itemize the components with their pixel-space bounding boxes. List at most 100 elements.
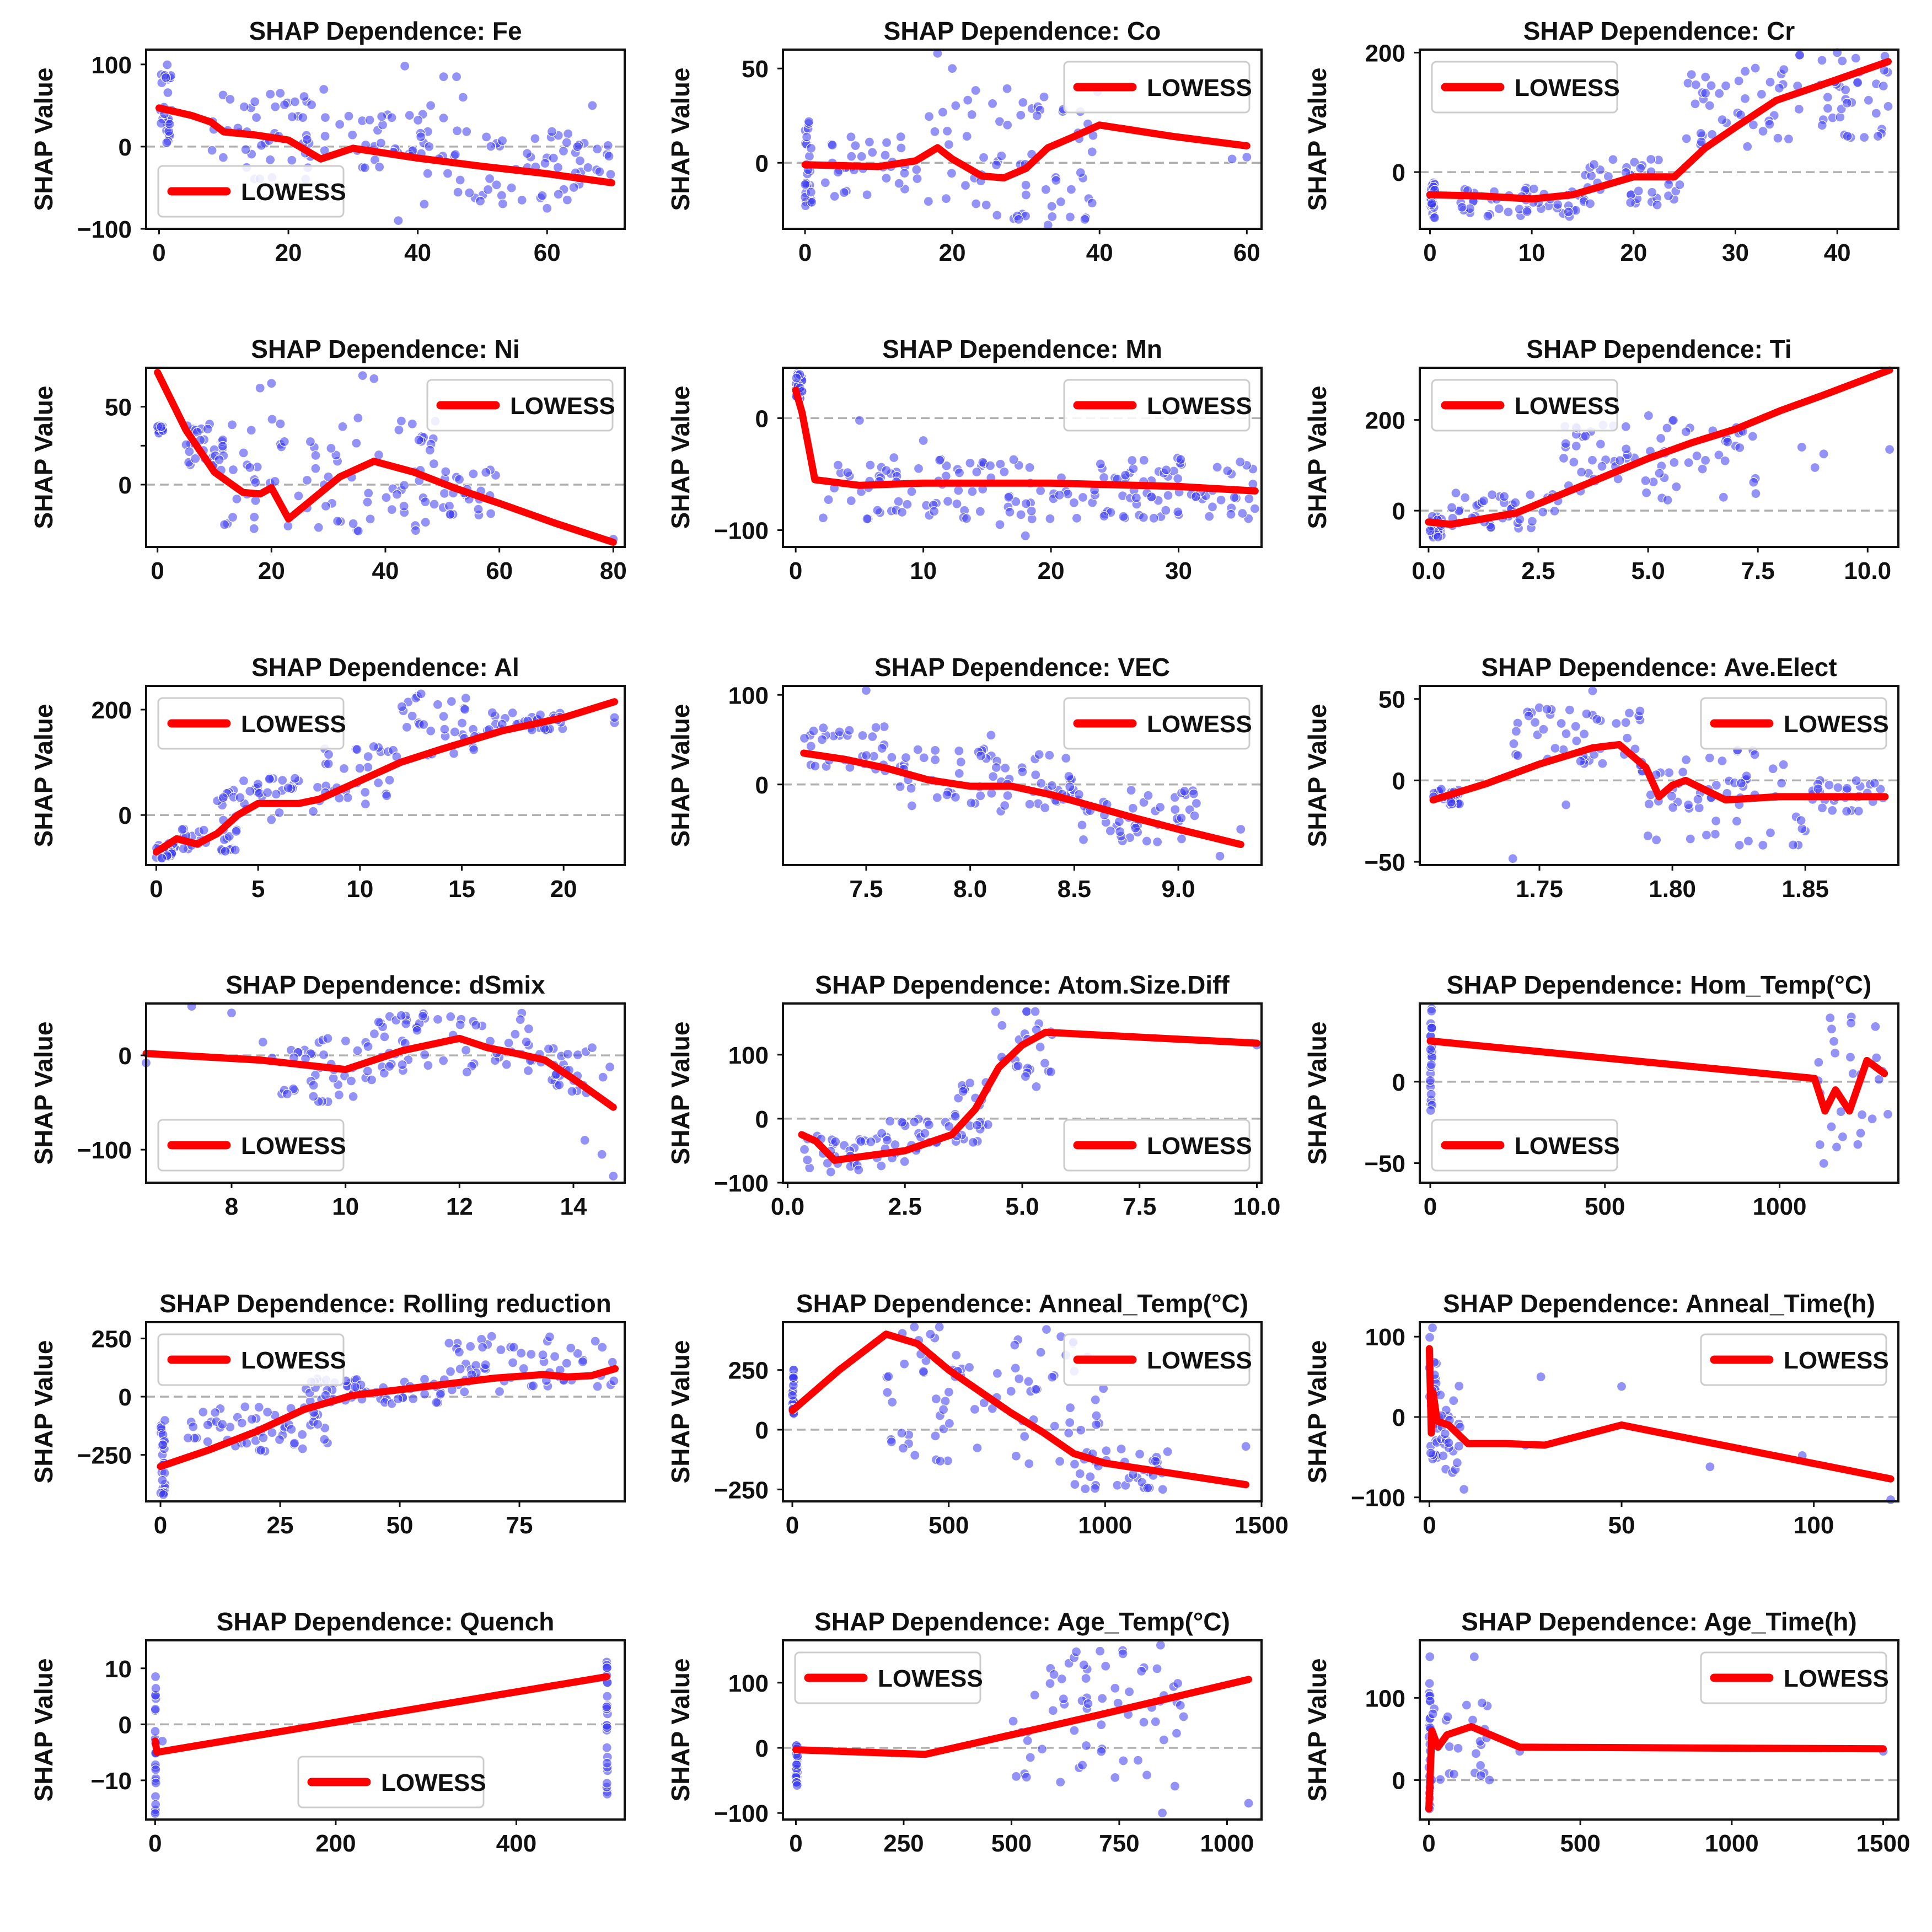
scatter-point xyxy=(1826,1024,1837,1034)
scatter-point xyxy=(449,748,459,759)
scatter-point xyxy=(1666,791,1677,802)
scatter-point xyxy=(1425,1696,1435,1706)
x-tick-label: 0 xyxy=(1424,1193,1437,1220)
scatter-point xyxy=(912,173,922,184)
scatter-point xyxy=(412,1025,422,1035)
scatter-point xyxy=(970,85,981,96)
scatter-point xyxy=(244,462,255,473)
scatter-point xyxy=(1741,771,1752,781)
scatter-point xyxy=(825,1167,836,1177)
scatter-point xyxy=(360,799,371,809)
scatter-point xyxy=(254,1402,264,1413)
lowess-line xyxy=(792,387,1259,495)
scatter-point xyxy=(1016,509,1026,520)
scatter-point xyxy=(246,425,256,436)
scatter-point xyxy=(517,195,527,206)
scatter-point xyxy=(978,152,989,163)
scatter-point xyxy=(267,414,277,425)
y-tick-label: 50 xyxy=(1378,686,1405,713)
scatter-point xyxy=(958,1086,968,1097)
scatter-point xyxy=(862,513,872,524)
scatter-point xyxy=(1624,708,1635,718)
scatter-point xyxy=(454,474,465,485)
scatter-point xyxy=(839,187,849,198)
scatter-point xyxy=(1720,80,1731,91)
scatter-point xyxy=(432,699,443,710)
scatter-point xyxy=(1597,461,1607,471)
scatter-point xyxy=(183,1432,194,1443)
scatter-point xyxy=(1433,532,1443,542)
scatter-point xyxy=(902,499,913,509)
scatter-point xyxy=(1810,462,1820,473)
scatter-point xyxy=(1597,758,1608,769)
scatter-point xyxy=(227,512,238,523)
scatter-point xyxy=(420,497,431,507)
scatter-point xyxy=(384,1061,395,1072)
scatter-point xyxy=(1563,207,1574,217)
scatter-point xyxy=(1536,1372,1546,1382)
scatter-point xyxy=(1694,803,1704,813)
x-tick-label: 60 xyxy=(486,557,513,584)
y-tick-label: 0 xyxy=(119,1384,132,1411)
x-tick-label: 500 xyxy=(929,1512,969,1539)
scatter-point xyxy=(461,1067,472,1077)
legend-box xyxy=(1431,61,1618,114)
scatter-point xyxy=(1426,1006,1437,1016)
scatter-point xyxy=(862,190,872,200)
y-tick-label: 0 xyxy=(755,1106,769,1133)
scatter-point xyxy=(1813,783,1823,794)
scatter-point xyxy=(1822,103,1833,114)
scatter-point xyxy=(956,756,966,768)
scatter-point xyxy=(1021,190,1031,200)
scatter-point xyxy=(1704,753,1715,763)
scatter-point xyxy=(895,781,905,792)
scatter-point xyxy=(1133,1755,1144,1765)
scatter-point xyxy=(1424,1332,1435,1343)
chart-panel: SHAP Dependence: Age_Time(h) SHAP Value 0 5… xyxy=(1303,1607,1910,1857)
scatter-point xyxy=(1051,175,1061,186)
scatter-point xyxy=(162,137,172,148)
scatter-point xyxy=(562,195,572,205)
scatter-point xyxy=(540,158,550,169)
scatter-point xyxy=(1850,53,1861,63)
scatter-point xyxy=(379,1032,390,1042)
scatter-point xyxy=(1751,489,1761,499)
lowess-line xyxy=(798,1028,1260,1164)
x-tick-label: 0 xyxy=(152,239,165,266)
scatter-point xyxy=(885,1116,895,1126)
scatter-point xyxy=(497,198,508,209)
scatter-point xyxy=(368,741,379,752)
y-tick-label: −100 xyxy=(714,1170,769,1197)
x-tick-label: 0 xyxy=(149,876,163,903)
x-tick-label: 1500 xyxy=(1856,1830,1910,1857)
scatter-point xyxy=(895,131,906,142)
scatter-point xyxy=(1765,77,1775,88)
scatter-point xyxy=(486,141,496,152)
legend-box xyxy=(1063,697,1251,750)
scatter-point xyxy=(1878,80,1888,92)
scatter-point xyxy=(1034,749,1044,760)
scatter-point xyxy=(1452,1457,1462,1468)
scatter-point xyxy=(1101,1661,1111,1671)
scatter-point xyxy=(1157,1484,1168,1495)
scatter-point xyxy=(602,1742,612,1753)
scatter-point xyxy=(515,1015,525,1025)
scatter-point xyxy=(930,126,940,137)
x-tick-label: 10.0 xyxy=(1844,557,1891,584)
scatter-point xyxy=(399,501,409,512)
scatter-point xyxy=(1031,1081,1042,1092)
scatter-point xyxy=(906,486,917,497)
scatter-point xyxy=(1000,763,1011,774)
scatter-point xyxy=(1499,491,1510,502)
scatter-point xyxy=(157,1475,168,1485)
lowess-line xyxy=(151,1673,610,1756)
scatter-point xyxy=(461,126,472,137)
legend-label: LOWESS xyxy=(510,393,615,420)
scatter-point xyxy=(1163,490,1173,501)
x-tick-label: 0 xyxy=(154,1512,167,1539)
legend-label: LOWESS xyxy=(878,1665,983,1692)
scatter-point xyxy=(1842,783,1853,793)
scatter-point xyxy=(562,1049,573,1059)
scatter-point xyxy=(594,167,605,177)
